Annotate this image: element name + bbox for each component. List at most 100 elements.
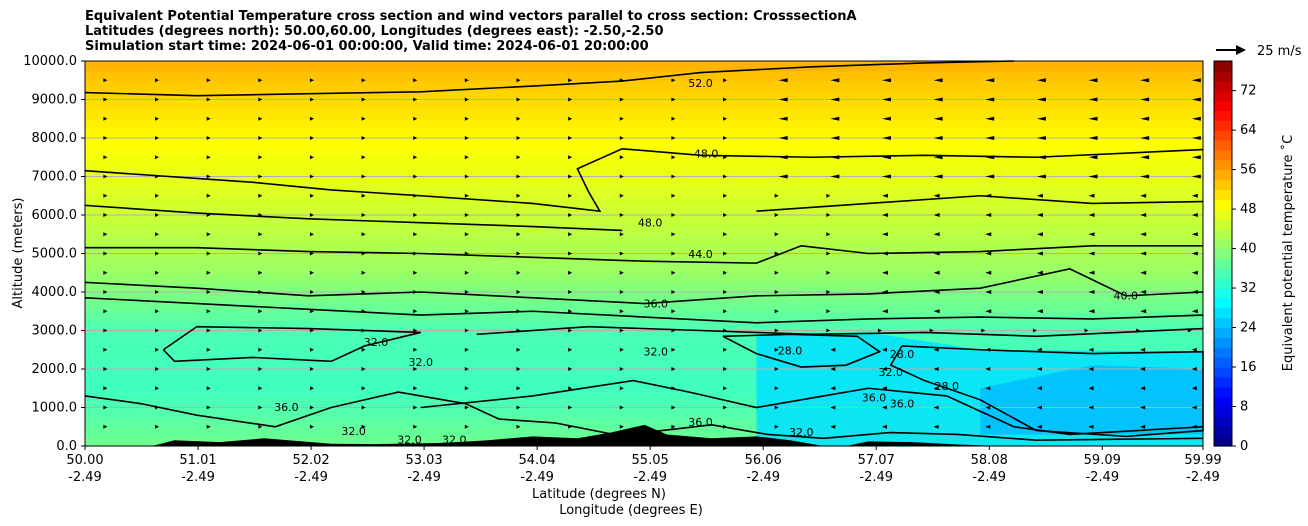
wind-vector [830, 155, 840, 160]
wind-vector [309, 97, 314, 102]
wind-vector [103, 367, 108, 371]
wind-vector [671, 174, 676, 179]
y-tick-label: 10000.0 [23, 54, 77, 69]
colorbar-band [1214, 70, 1232, 82]
wind-vector [881, 193, 888, 198]
wind-vector [1191, 290, 1198, 294]
field-band [85, 349, 1203, 360]
contour-line-48 [84, 204, 623, 232]
colorbar-band [1214, 248, 1232, 260]
wind-vector [361, 290, 366, 294]
wind-vector [671, 290, 676, 294]
wind-vector [464, 232, 469, 237]
wind-vector [568, 116, 573, 121]
colorbar-tick-label: 0 [1240, 439, 1248, 454]
contour-label: 32.0 [442, 434, 467, 447]
wind-vector [206, 116, 211, 121]
wind-vector [568, 290, 573, 294]
wind-vector [413, 270, 418, 275]
field-band [85, 176, 1203, 187]
wind-vector [830, 116, 840, 121]
wind-vector [830, 97, 840, 102]
wind-vector [155, 251, 160, 256]
wind-vector [258, 405, 263, 410]
field-band [85, 397, 1203, 409]
wind-vector [671, 116, 676, 121]
wind-vector [619, 193, 624, 198]
wind-vector [206, 97, 211, 102]
wind-vector [933, 386, 939, 391]
wind-vector [1191, 213, 1198, 217]
colorbar-tick-label: 40 [1240, 242, 1257, 257]
wind-vector [516, 290, 521, 294]
wind-vector [671, 405, 676, 410]
title-line-3: Simulation start time: 2024-06-01 00:00:… [85, 39, 649, 54]
wind-vector [671, 309, 676, 314]
wind-vector [516, 232, 521, 237]
wind-vector [309, 347, 314, 352]
wind-vector [1191, 174, 1201, 179]
contour-line-36 [84, 296, 1204, 324]
wind-vector [155, 97, 160, 102]
contour-line-40 [84, 268, 1204, 305]
field-band [85, 253, 1203, 264]
wind-vector [671, 78, 676, 83]
wind-vector [155, 213, 160, 217]
wind-vector [361, 193, 366, 198]
x-tick-label-lat: 52.02 [292, 453, 329, 468]
wind-vector [1140, 232, 1147, 237]
wind-vector [309, 232, 314, 237]
wind-vector [723, 270, 728, 275]
wind-vector [1088, 347, 1094, 352]
wind-vector [568, 232, 573, 237]
wind-vector [671, 386, 676, 391]
wind-vector [413, 386, 418, 391]
wind-vector [1036, 367, 1042, 371]
wind-vector [619, 347, 624, 352]
wind-vector [774, 232, 779, 237]
wind-vector [1088, 424, 1094, 429]
wind-vector [361, 367, 366, 371]
wind-vector [206, 251, 211, 256]
wind-vector [1032, 328, 1037, 333]
wind-vector [516, 405, 521, 410]
wind-vector [464, 386, 469, 391]
colorbar-band [1214, 357, 1232, 368]
x-tick-label-lat: 56.06 [745, 453, 782, 468]
wind-vector [155, 155, 160, 160]
wind-vector [671, 424, 676, 429]
wind-vector [1084, 328, 1089, 333]
wind-vector [830, 136, 840, 140]
wind-vector [516, 213, 521, 217]
field-band [85, 157, 1203, 168]
x-tick-label-lon: -2.49 [746, 470, 780, 485]
field-band [85, 215, 1203, 226]
wind-vector [413, 155, 418, 160]
wind-vector [1191, 97, 1201, 102]
y-tick-label: 6000.0 [32, 208, 78, 223]
wind-vector [1140, 251, 1147, 256]
wind-vector [774, 347, 779, 352]
wind-vector [206, 136, 211, 140]
wind-vector [1088, 405, 1094, 410]
wind-vector [155, 270, 160, 275]
wind-vector [774, 424, 779, 429]
colorbar-band [1214, 209, 1232, 220]
colorbar-band [1214, 416, 1232, 427]
x-tick-label-lon: -2.49 [633, 470, 667, 485]
wind-vector [985, 290, 992, 294]
wind-vector [516, 193, 521, 198]
wind-vector [933, 97, 943, 102]
wind-vector [881, 136, 891, 140]
colorbar-band [1214, 367, 1232, 378]
wind-vector [1191, 309, 1198, 314]
wind-vector [723, 309, 728, 314]
colorbar-band [1214, 347, 1232, 358]
wind-vector [1191, 367, 1197, 371]
wind-vector [309, 328, 314, 333]
wind-vector [103, 116, 108, 121]
wind-vector [258, 193, 263, 198]
colorbar-band [1214, 317, 1232, 329]
contour-label: 36.0 [274, 401, 299, 414]
wind-vector [778, 97, 788, 102]
